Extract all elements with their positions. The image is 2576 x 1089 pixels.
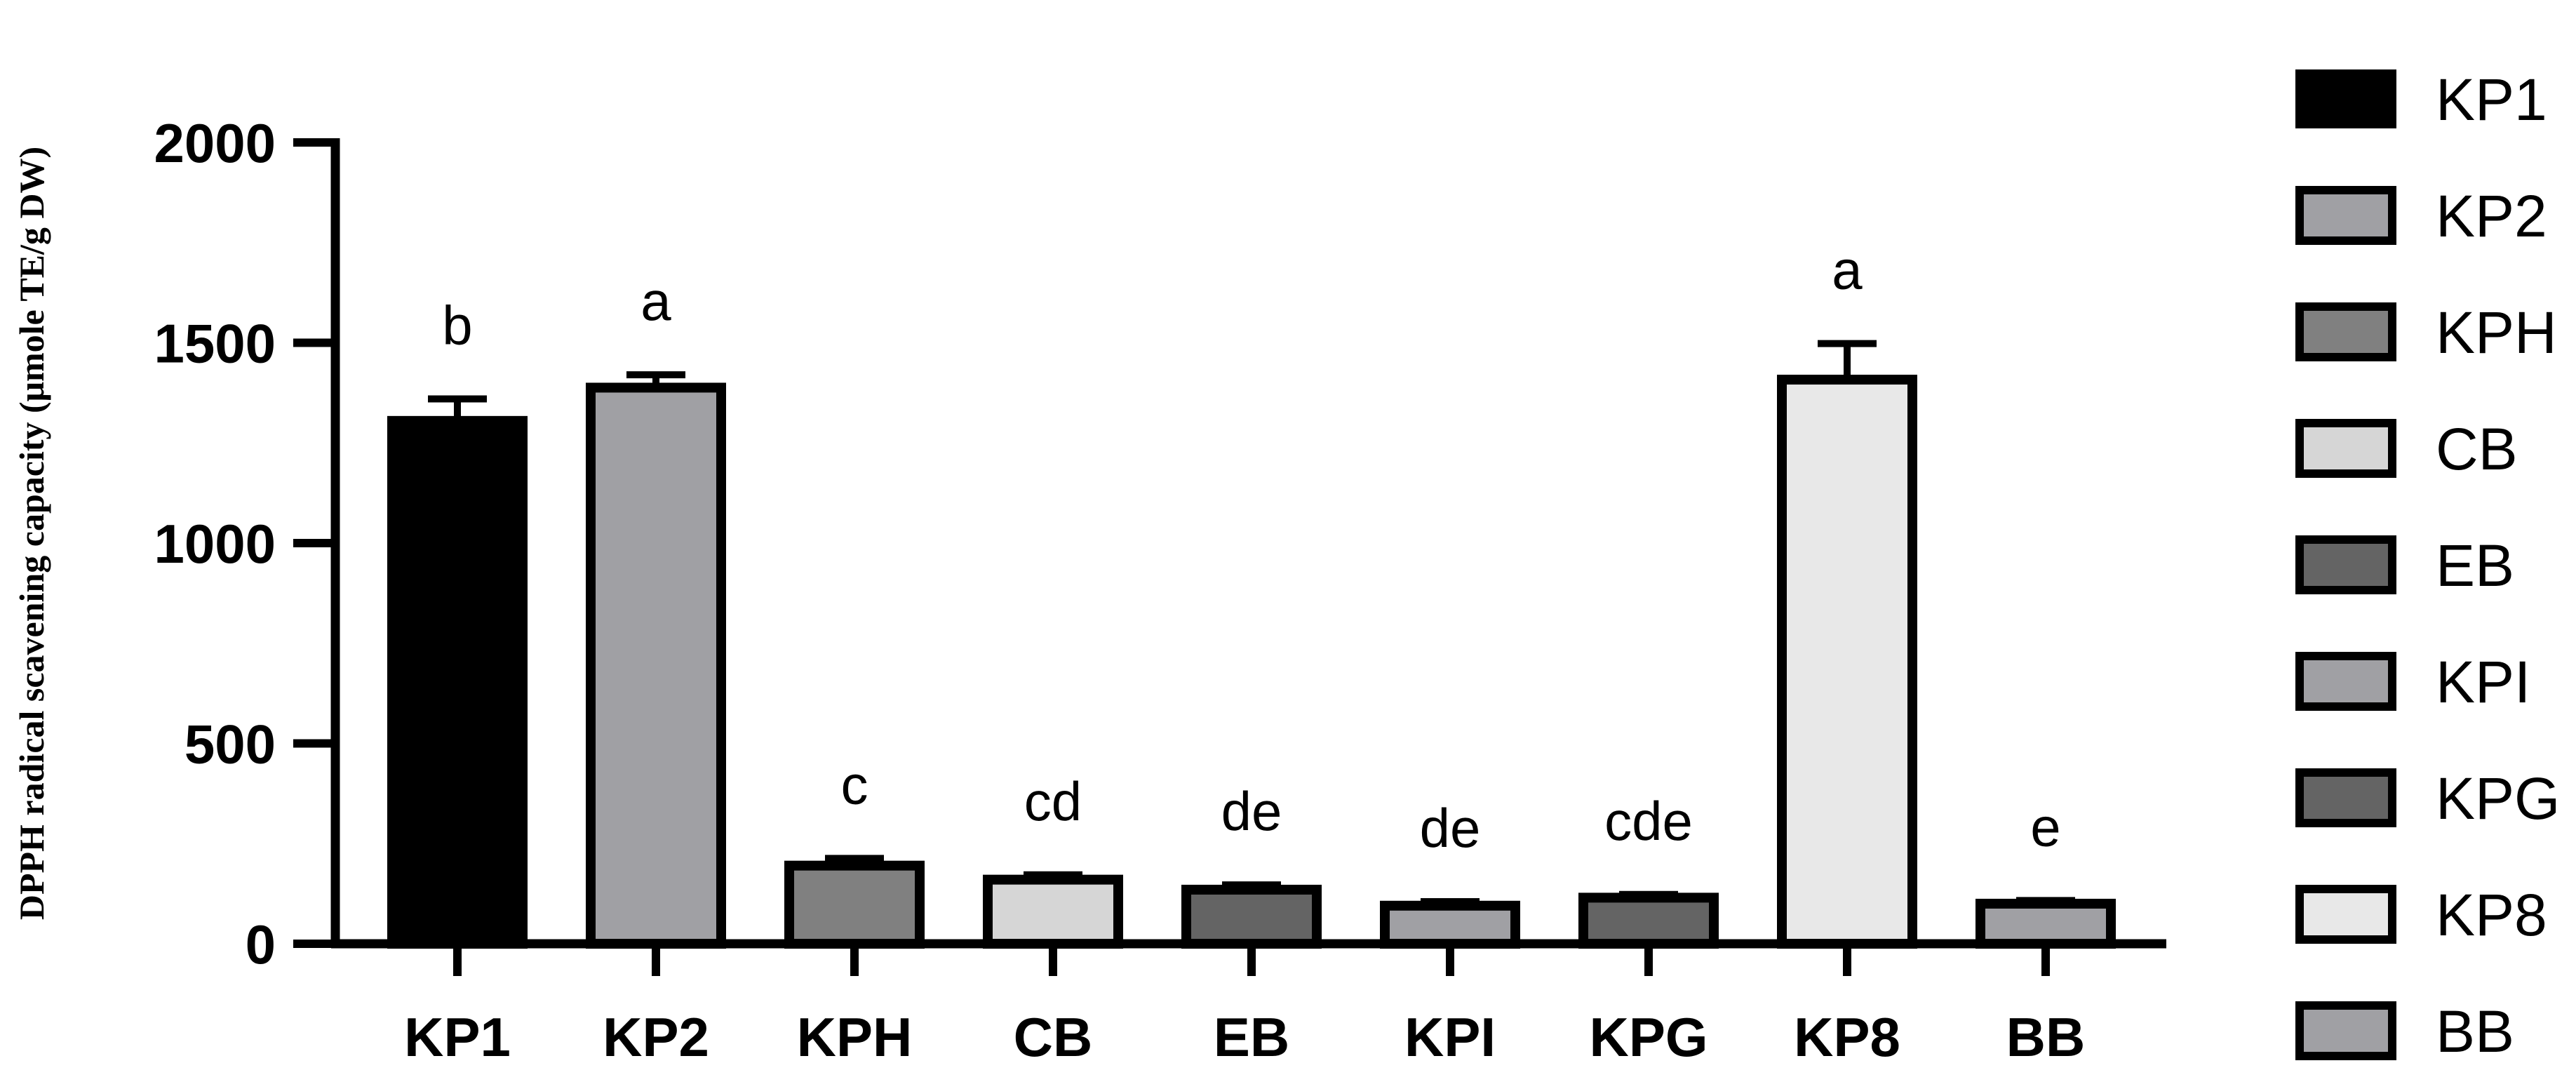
legend-swatch-kp2 [2295, 186, 2396, 245]
x-tick-label-bb: BB [2006, 1006, 2086, 1068]
y-axis-label-group: DPPH radical scavening capacity (μmole T… [12, 147, 51, 920]
legend-swatch-kpg [2295, 768, 2396, 827]
bar-eb [1181, 884, 1322, 949]
bar-kp8 [1777, 375, 1917, 949]
x-tick-label-eb: EB [1214, 1006, 1289, 1068]
legend-label-kph: KPH [2436, 300, 2557, 366]
legend-label-cb: CB [2436, 416, 2518, 482]
bar-kph [784, 860, 925, 949]
bar-kp1 [387, 415, 528, 949]
x-tick-label-cb: CB [1014, 1006, 1093, 1068]
y-tick-label-2000: 2000 [154, 112, 276, 174]
significance-letter-kp2: a [640, 270, 671, 332]
bar-cb [983, 874, 1123, 949]
y-axis-label: DPPH radical scavening capacity (μmole T… [12, 147, 51, 920]
error-bars-group [428, 340, 2075, 906]
y-tick-label-500: 500 [185, 714, 276, 775]
x-ticks-group: KP1 KP2 KPH CB EB KPI KPG KP8 BB [404, 944, 2085, 1068]
x-tick-label-kpi: KPI [1404, 1006, 1496, 1068]
x-tick-label-kp8: KP8 [1794, 1006, 1900, 1068]
legend-label-kpi: KPI [2436, 649, 2530, 715]
legend-label-kp2: KP2 [2436, 183, 2547, 249]
legend-swatch-kp1 [2295, 69, 2396, 128]
significance-letter-kpi: de [1420, 797, 1481, 859]
legend-swatch-cb [2295, 419, 2396, 478]
significance-letter-kpg: cde [1604, 790, 1693, 852]
x-tick-label-kph: KPH [797, 1006, 913, 1068]
legend-label-kp1: KP1 [2436, 67, 2547, 133]
legend-swatch-kpi [2295, 652, 2396, 711]
y-tick-label-0: 0 [246, 914, 276, 975]
legend: KP1 KP2 KPH CB EB KPI KPG KP8 BB [2295, 67, 2560, 1064]
legend-swatch-kp8 [2295, 885, 2396, 944]
significance-letter-kp1: b [442, 294, 472, 356]
legend-swatch-bb [2295, 1001, 2396, 1060]
y-ticks-group: 0 500 1000 1500 2000 [154, 112, 335, 975]
legend-label-bb: BB [2436, 998, 2514, 1064]
significance-letter-kp8: a [1832, 239, 1863, 301]
y-tick-label-1500: 1500 [154, 313, 276, 375]
bars-group [387, 375, 2116, 949]
y-tick-label-1000: 1000 [154, 513, 276, 575]
bar-kp2 [586, 382, 726, 949]
bar-kpg [1578, 893, 1719, 949]
bar-kpi [1380, 900, 1520, 949]
x-tick-label-kp2: KP2 [603, 1006, 709, 1068]
legend-label-eb: EB [2436, 533, 2514, 599]
significance-letter-eb: de [1221, 780, 1282, 842]
x-tick-label-kpg: KPG [1589, 1006, 1708, 1068]
significance-letter-cb: cd [1024, 770, 1082, 832]
significance-letter-bb: e [2030, 796, 2060, 857]
legend-swatch-eb [2295, 535, 2396, 594]
x-tick-label-kp1: KP1 [404, 1006, 511, 1068]
legend-label-kpg: KPG [2436, 766, 2560, 831]
bar-bb [1975, 898, 2116, 949]
legend-label-kp8: KP8 [2436, 882, 2547, 948]
legend-swatch-kph [2295, 302, 2396, 361]
significance-letters-group: b a c cd de de cde a e [442, 239, 2060, 859]
significance-letter-kph: c [841, 754, 868, 815]
